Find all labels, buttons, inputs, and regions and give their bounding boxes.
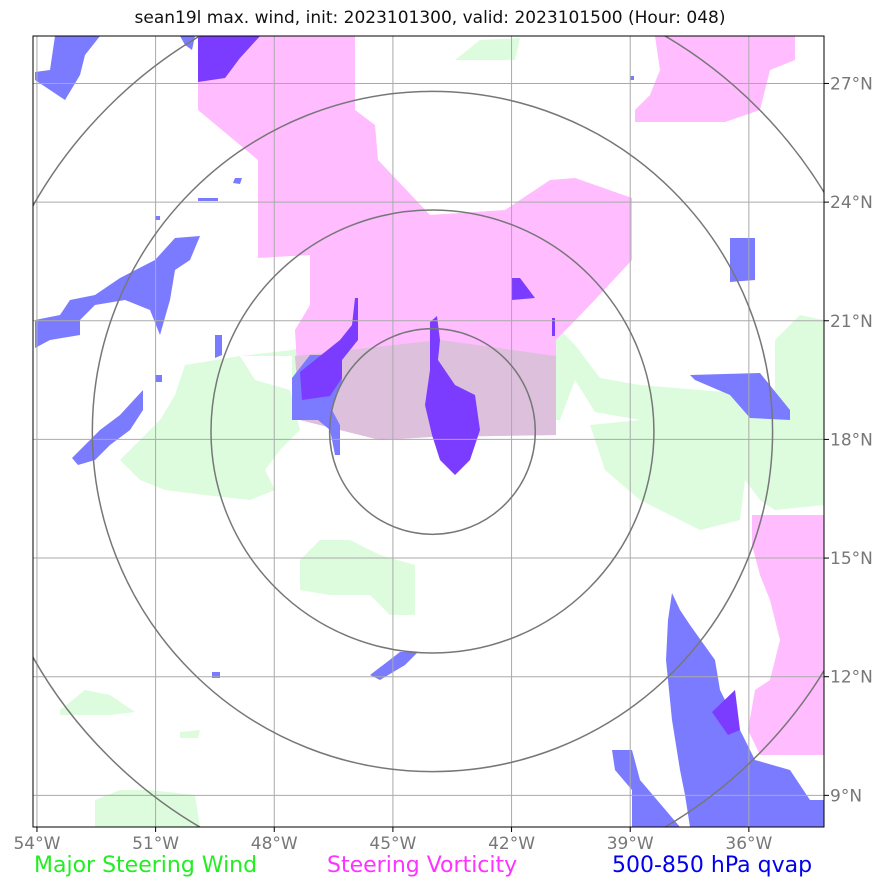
qvap-area (155, 216, 160, 220)
lat-tick-label: 9°N (830, 786, 862, 806)
qvap-on-vorticity-area (552, 318, 555, 336)
overlap-area (295, 340, 556, 440)
lon-tick-labels: 54°W 51°W 48°W 45°W 42°W 39°W 36°W (13, 827, 773, 854)
qvap-area (690, 373, 790, 420)
vorticity-area (635, 36, 795, 122)
legend-qvap: 500-850 hPa qvap (612, 853, 813, 878)
qvap-area (35, 36, 100, 100)
qvap-on-vorticity-area (425, 316, 480, 475)
steering-wind-area (60, 690, 135, 715)
lat-lon-grid (33, 36, 824, 827)
vorticity-area (198, 36, 632, 440)
steering-wind-area (300, 540, 415, 615)
steering-wind-area (455, 38, 520, 60)
range-ring (328, 327, 537, 536)
steering-wind-area (95, 790, 200, 827)
qvap-on-vorticity-area (512, 278, 535, 300)
qvap-area (666, 593, 824, 827)
qvap-on-vorticity-area (300, 298, 358, 400)
lon-tick-label: 36°W (725, 834, 772, 854)
range-ring (210, 209, 655, 654)
qvap-area (215, 335, 222, 358)
plot-frame (32, 35, 825, 828)
lat-tick-label: 21°N (830, 312, 873, 332)
lat-tick-label: 15°N (830, 549, 873, 569)
map-title: sean19l max. wind, init: 2023101300, val… (134, 8, 726, 28)
lon-tick-label: 48°W (251, 834, 298, 854)
lat-tick-labels: 27°N 24°N 21°N 18°N 15°N 12°N 9°N (824, 74, 873, 806)
vorticity-area (748, 515, 824, 755)
lon-tick-label: 42°W (488, 834, 535, 854)
qvap-area (630, 76, 634, 80)
qvap-area (233, 178, 242, 184)
vorticity-layer (198, 36, 824, 755)
qvap-area (370, 652, 418, 680)
lon-tick-label: 54°W (13, 834, 60, 854)
qvap-on-vorticity-area (198, 36, 260, 82)
qvap-on-vorticity-area (712, 690, 740, 735)
qvap-area (730, 238, 755, 282)
field-layers (35, 36, 824, 827)
lat-tick-label: 27°N (830, 74, 873, 94)
qvap-on-vorticity-layer (198, 36, 740, 735)
range-ring (91, 90, 774, 773)
steering-wind-area (120, 356, 300, 500)
qvap-area (155, 375, 162, 382)
lat-tick-label: 24°N (830, 193, 873, 213)
steering-wind-area (590, 420, 745, 530)
legend-steering-vorticity: Steering Vorticity (327, 853, 518, 878)
lat-tick-label: 18°N (830, 430, 873, 450)
lon-tick-label: 39°W (607, 834, 654, 854)
qvap-area (35, 236, 200, 348)
steering-wind-area (180, 730, 200, 738)
lat-tick-label: 12°N (830, 668, 873, 688)
qvap-area (198, 198, 218, 201)
lon-tick-label: 45°W (369, 834, 416, 854)
lon-tick-label: 51°W (132, 834, 179, 854)
legend-steering-wind: Major Steering Wind (34, 853, 258, 878)
qvap-area (72, 390, 143, 465)
qvap-area (612, 750, 680, 827)
qvap-layer (35, 36, 824, 827)
